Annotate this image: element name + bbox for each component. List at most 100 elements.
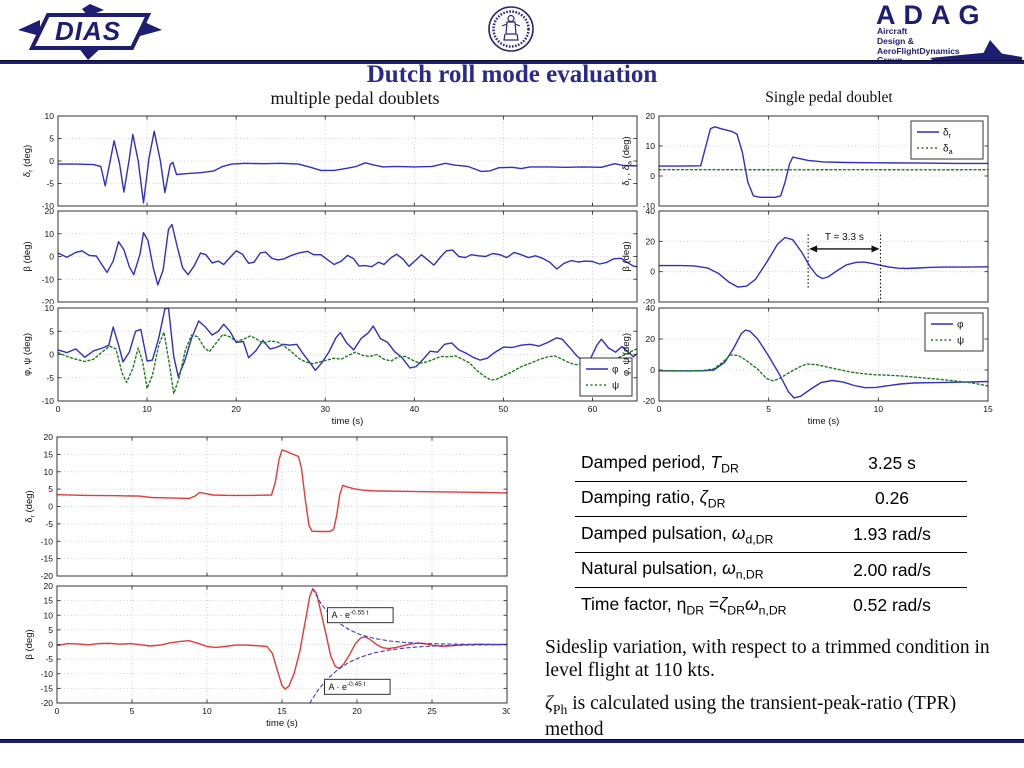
svg-text:20: 20	[231, 404, 241, 414]
note-sideslip: Sideslip variation, with respect to a tr…	[545, 637, 990, 682]
table-row: Damped pulsation, ωd,DR 1.93 rad/s	[575, 517, 967, 553]
svg-text:-20: -20	[643, 297, 656, 304]
svg-text:δr , δa (deg): δr , δa (deg)	[621, 136, 634, 185]
svg-text:10: 10	[202, 706, 212, 716]
svg-text:0: 0	[650, 267, 655, 277]
table-row-value: 3.25 s	[868, 452, 916, 473]
svg-text:30: 30	[502, 706, 510, 716]
header-divider	[0, 60, 1024, 64]
svg-text:-20: -20	[42, 297, 55, 304]
tpr-beta-plot: -20 -15 -10 -5 0 5 10 15 20 0 5 10 15 20 25 30 time (s) β…	[24, 581, 512, 729]
svg-text:-15: -15	[41, 554, 54, 564]
svg-text:ψ: ψ	[612, 381, 619, 392]
svg-text:time (s): time (s)	[266, 718, 298, 729]
svg-text:0: 0	[657, 404, 662, 414]
chart-multiple-doublets-rudder: -10 -5 0 5 10 δr (deg)	[18, 109, 652, 211]
mpd-phi-psi-plot: -10 -5 0 5 10 0 10 20 30 40 50 60 time (s) φ, ψ (deg)…	[22, 303, 638, 427]
svg-text:5: 5	[48, 484, 53, 494]
svg-text:-5: -5	[45, 519, 53, 529]
svg-text:0: 0	[650, 171, 655, 181]
svg-text:ψ: ψ	[957, 336, 964, 347]
svg-text:0: 0	[55, 706, 60, 716]
table-row-value: 0.26	[874, 488, 910, 509]
svg-text:10: 10	[45, 229, 55, 239]
mpd-rudder-plot: -10 -5 0 5 10 δr (deg)	[22, 111, 638, 211]
svg-text:-20: -20	[643, 396, 656, 406]
chart-tpr-sideslip: -20 -15 -10 -5 0 5 10 15 20 0 5 10 15 20 25 30 time (s) β…	[18, 581, 512, 729]
dias-text: DIAS	[55, 16, 121, 46]
chart-multiple-doublets-roll-yaw: -10 -5 0 5 10 0 10 20 30 40 50 60 time (s) φ, ψ (deg)…	[18, 303, 652, 428]
svg-text:0: 0	[49, 350, 54, 360]
svg-text:10: 10	[44, 467, 54, 477]
svg-text:0: 0	[650, 365, 655, 375]
svg-text:-5: -5	[45, 654, 53, 664]
table-row: Damped period, TDR 3.25 s	[575, 446, 967, 482]
table-row-label: Damped pulsation, ωd,DR	[581, 522, 774, 547]
table-row-value: 2.00 rad/s	[853, 559, 931, 580]
svg-text:20: 20	[44, 432, 54, 442]
svg-text:20: 20	[45, 208, 55, 216]
svg-text:20: 20	[352, 706, 362, 716]
svg-text:-10: -10	[41, 669, 54, 679]
svg-text:15: 15	[277, 706, 287, 716]
svg-text:5: 5	[130, 706, 135, 716]
aircraft-tail-icon	[982, 40, 1004, 56]
svg-text:φ: φ	[957, 320, 964, 331]
table-row: Time factor, ηDR =ζDRωn,DR 0.52 rad/s	[575, 588, 967, 623]
svg-text:time (s): time (s)	[332, 416, 364, 427]
parameters-table: Damped period, TDR 3.25 s Damping ratio, ζ…	[575, 446, 967, 623]
table-row-label: Damping ratio, ζDR	[581, 487, 726, 511]
svg-text:-10: -10	[41, 536, 54, 546]
svg-text:δr (deg): δr (deg)	[22, 145, 35, 177]
page-title: Dutch roll mode evaluation	[366, 61, 658, 88]
svg-text:15: 15	[44, 449, 54, 459]
svg-text:β (deg): β (deg)	[22, 241, 33, 271]
svg-text:40: 40	[646, 304, 656, 313]
svg-text:20: 20	[646, 334, 656, 344]
svg-text:20: 20	[646, 236, 656, 246]
svg-text:0: 0	[56, 404, 61, 414]
svg-text:-10: -10	[42, 201, 55, 208]
table-row: Damping ratio, ζDR 0.26	[575, 482, 967, 518]
svg-text:-10: -10	[42, 274, 55, 284]
svg-text:5: 5	[766, 404, 771, 414]
svg-text:40: 40	[646, 208, 656, 216]
adag-line-4: Group	[877, 55, 903, 64]
dias-logo: DIAS	[18, 4, 162, 60]
svg-text:60: 60	[588, 404, 598, 414]
table-row-label: Damped period, TDR	[581, 451, 739, 476]
svg-text:β (deg): β (deg)	[621, 241, 632, 271]
chart-single-doublet-roll-yaw: -20 0 20 40 0 5 10 15 time (s) φ, ψ (deg) φ ψ	[616, 303, 998, 428]
eagle-tail-icon	[78, 47, 102, 60]
svg-text:20: 20	[646, 111, 656, 121]
svg-text:δr: δr	[943, 128, 952, 141]
svg-text:-20: -20	[41, 698, 54, 708]
svg-text:A · e-0.55 t: A · e-0.55 t	[332, 610, 369, 621]
svg-text:15: 15	[44, 596, 54, 606]
svg-text:-10: -10	[42, 396, 55, 406]
svg-text:40: 40	[410, 404, 420, 414]
svg-text:β (deg): β (deg)	[24, 629, 35, 659]
svg-text:time (s): time (s)	[808, 416, 840, 427]
svg-text:φ, ψ (deg): φ, ψ (deg)	[22, 333, 33, 376]
aircraft-silhouette-icon	[930, 52, 1022, 62]
svg-text:-5: -5	[46, 373, 54, 383]
svg-text:5: 5	[49, 134, 54, 144]
chart-multiple-doublets-sideslip: -20 -10 0 10 20 β (deg)	[18, 206, 652, 307]
table-row-label: Natural pulsation, ωn,DR	[581, 558, 764, 582]
svg-text:5: 5	[48, 625, 53, 635]
adag-logo: ADAG Aircraft Design & AeroFlightDynamic…	[876, 2, 1022, 64]
svg-text:φ: φ	[612, 365, 619, 376]
svg-text:15: 15	[983, 404, 993, 414]
dias-box	[28, 13, 152, 50]
svg-text:δr (deg): δr (deg)	[24, 490, 37, 522]
svg-text:20: 20	[44, 581, 54, 591]
note-tpr-method: ζPh is calculated using the transient-pe…	[545, 692, 957, 741]
svg-text:-20: -20	[41, 571, 54, 579]
svg-text:T = 3.3 s: T = 3.3 s	[825, 232, 864, 243]
svg-text:50: 50	[499, 404, 509, 414]
section-label-single-doublet: Single pedal doublet	[765, 89, 893, 106]
adag-line-3: AeroFlightDynamics	[877, 46, 960, 56]
adag-acronym: ADAG	[876, 2, 988, 30]
